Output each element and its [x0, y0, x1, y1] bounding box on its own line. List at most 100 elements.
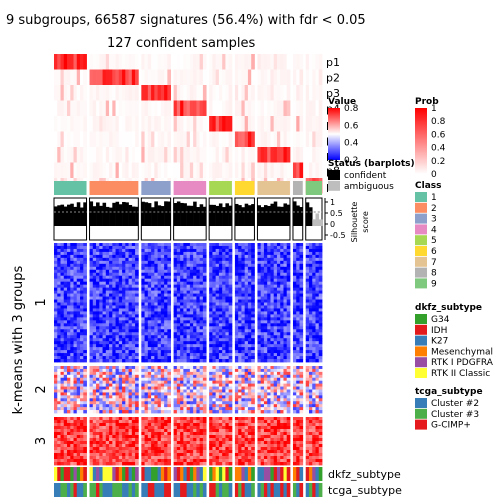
heatmap-cell	[283, 353, 288, 357]
heatmap-cell	[135, 243, 139, 247]
heatmap-cell	[234, 407, 239, 411]
heatmap-cell	[180, 266, 184, 271]
heatmap-cell	[215, 410, 220, 414]
heatmap-cell	[147, 335, 152, 339]
heatmap-cell	[73, 338, 78, 342]
heatmap-cell	[260, 257, 265, 262]
prob-cell	[147, 147, 152, 163]
heatmap-cell	[292, 329, 297, 333]
heatmap-cell	[315, 299, 320, 303]
heatmap-cell	[67, 293, 71, 297]
heatmap-cell	[270, 404, 275, 408]
heatmap-cell	[183, 371, 188, 376]
prob-cell	[128, 69, 133, 85]
heatmap-cell	[286, 317, 291, 321]
heatmap-cell	[186, 299, 191, 303]
heatmap-cell	[83, 260, 87, 265]
heatmap-cell	[241, 243, 246, 247]
heatmap-cell	[225, 257, 230, 262]
heatmap-cell	[209, 338, 213, 342]
heatmap-cell	[157, 356, 162, 360]
heatmap-cell	[180, 320, 184, 324]
prob-cell	[125, 69, 129, 85]
heatmap-cell	[164, 356, 168, 360]
prob-cell	[76, 147, 81, 163]
prob-cell	[215, 116, 220, 132]
heatmap-cell	[112, 290, 116, 294]
heatmap-cell	[60, 338, 65, 342]
heatmap-cell	[125, 395, 129, 399]
prob-cell	[180, 54, 184, 70]
heatmap-cell	[180, 302, 184, 306]
heatmap-cell	[157, 290, 162, 294]
heatmap-cell	[89, 278, 94, 283]
heatmap-cell	[218, 290, 223, 294]
heatmap-cell	[147, 366, 152, 370]
heatmap-cell	[209, 392, 213, 396]
heatmap-cell	[263, 374, 268, 379]
heatmap-cell	[251, 248, 255, 253]
heatmap-cell	[173, 386, 178, 390]
heatmap-cell	[135, 290, 139, 294]
heatmap-cell	[241, 293, 246, 297]
heatmap-cell	[186, 410, 191, 414]
heatmap-cell	[164, 266, 168, 271]
heatmap-cell	[112, 383, 116, 387]
heatmap-cell	[131, 287, 136, 292]
heatmap-cell	[112, 366, 116, 370]
heatmap-cell	[308, 293, 313, 297]
heatmap-cell	[222, 386, 226, 390]
prob-cell	[63, 162, 68, 178]
heatmap-cell	[318, 254, 323, 259]
heatmap-cell	[186, 356, 191, 360]
heatmap-cell	[305, 338, 310, 342]
heatmap-cell	[276, 341, 281, 345]
heatmap-cell	[283, 398, 288, 402]
heatmap-cell	[125, 290, 129, 294]
heatmap-cell	[186, 317, 191, 321]
prob-cell	[76, 100, 81, 116]
heatmap-cell	[112, 335, 116, 339]
heatmap-cell	[299, 248, 304, 253]
prob-cell	[257, 116, 262, 132]
heatmap-cell	[157, 335, 162, 339]
heatmap-cell	[315, 359, 320, 363]
silhouette-bar	[257, 205, 261, 226]
heatmap-cell	[305, 323, 310, 327]
heatmap-cell	[247, 272, 252, 277]
prob-cell	[215, 85, 220, 101]
heatmap-cell	[247, 243, 252, 247]
heatmap-cell	[257, 257, 262, 262]
heatmap-cell	[144, 305, 149, 309]
heatmap-cell	[251, 320, 255, 324]
heatmap-cell	[60, 302, 65, 306]
heatmap-cell	[135, 374, 139, 379]
prob-cell	[308, 147, 313, 163]
heatmap-cell	[131, 302, 136, 306]
heatmap-cell	[176, 383, 181, 387]
heatmap-cell	[80, 374, 84, 379]
heatmap-cell	[283, 293, 288, 297]
heatmap-cell	[76, 299, 81, 303]
heatmap-cell	[234, 326, 239, 330]
heatmap-cell	[276, 257, 281, 262]
heatmap-cell	[135, 269, 139, 274]
heatmap-cell	[118, 278, 123, 283]
heatmap-cell	[218, 287, 223, 292]
heatmap-cell	[318, 302, 323, 306]
heatmap-cell	[299, 368, 304, 373]
heatmap-cell	[286, 248, 291, 253]
heatmap-cell	[251, 263, 255, 268]
heatmap-cell	[60, 359, 65, 363]
heatmap-cell	[263, 302, 268, 306]
heatmap-cell	[105, 326, 110, 330]
heatmap-cell	[122, 398, 126, 402]
heatmap-cell	[215, 332, 220, 336]
heatmap-cell	[263, 272, 268, 277]
heatmap-cell	[225, 284, 230, 289]
heatmap-cell	[202, 347, 207, 351]
prob-cell	[54, 116, 58, 132]
heatmap-cell	[251, 302, 255, 306]
heatmap-cell	[57, 311, 61, 315]
heatmap-cell	[247, 335, 252, 339]
